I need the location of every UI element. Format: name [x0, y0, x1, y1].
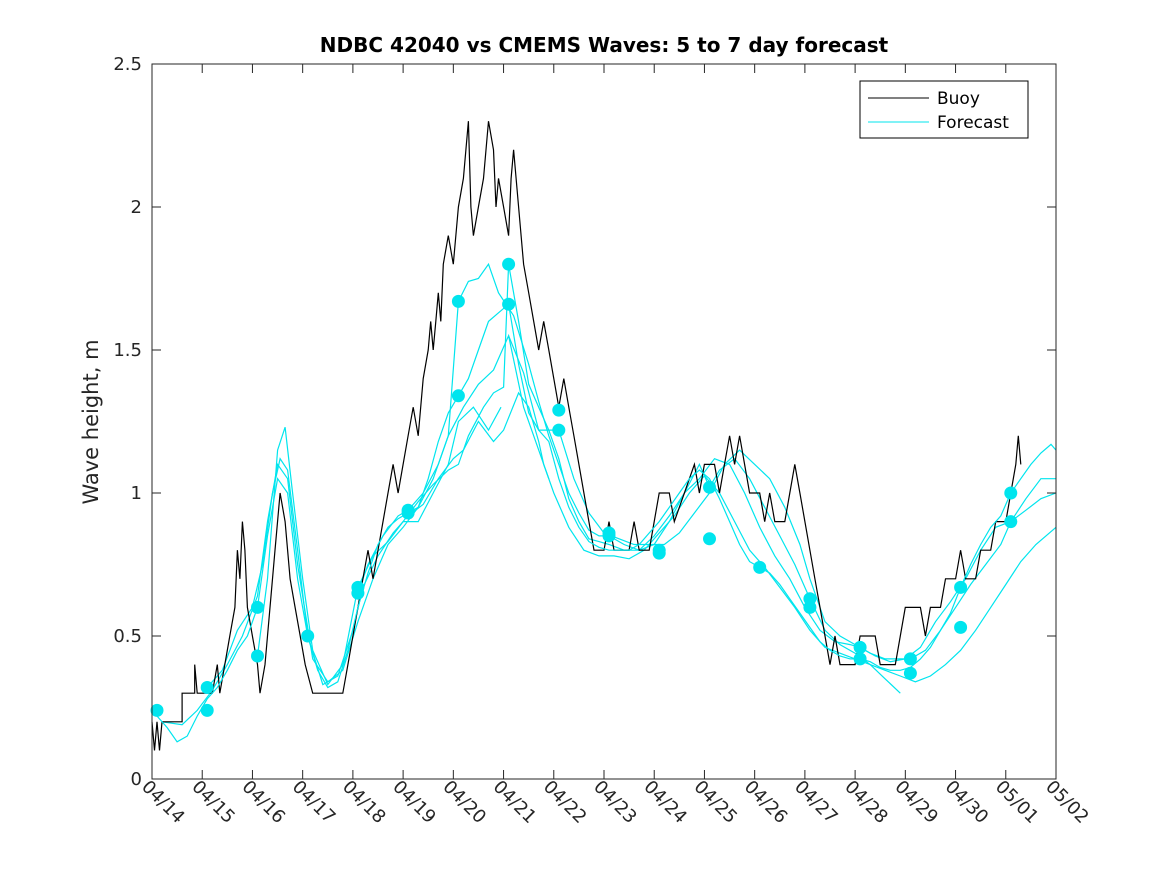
forecast-marker-29 [903, 666, 917, 680]
forecast-run-line-5 [407, 391, 550, 517]
forecast-marker-25 [803, 600, 817, 614]
forecast-marker-31 [954, 620, 968, 634]
forecast-marker-3 [200, 703, 214, 717]
y-tick-label: 1 [131, 483, 142, 504]
forecast-marker-11 [451, 294, 465, 308]
forecast-marker-15 [552, 403, 566, 417]
forecast-marker-23 [753, 560, 767, 574]
forecast-marker-18 [602, 529, 616, 543]
y-tick-label: 0 [131, 769, 142, 790]
y-tick-label: 2.5 [113, 54, 142, 75]
y-tick-label: 1.5 [113, 340, 142, 361]
forecast-marker-6 [301, 629, 315, 643]
forecast-marker-33 [1004, 515, 1018, 529]
forecast-marker-22 [703, 532, 716, 546]
buoy-series-line [151, 121, 1022, 751]
forecast-marker-2 [200, 681, 214, 694]
forecast-marker-20 [652, 546, 666, 560]
legend: Buoy Forecast [859, 80, 1029, 139]
forecast-marker-10 [401, 506, 415, 520]
forecast-marker-26 [853, 640, 867, 654]
legend-box [859, 80, 1029, 139]
y-tick-label: 0.5 [113, 626, 142, 647]
forecast-marker-4 [251, 600, 264, 614]
forecast-marker-12 [451, 389, 465, 403]
forecast-marker-14 [502, 297, 516, 311]
forecast-marker-8 [351, 586, 365, 600]
forecast-marker-27 [853, 652, 867, 666]
y-axis-label: Wave height, m [79, 339, 103, 504]
chart-title: NDBC 42040 vs CMEMS Waves: 5 to 7 day fo… [320, 33, 889, 57]
forecast-marker-21 [703, 480, 716, 494]
legend-label-buoy: Buoy [937, 89, 980, 109]
forecast-marker-28 [903, 652, 917, 666]
forecast-marker-32 [1004, 486, 1018, 500]
forecast-marker-13 [502, 257, 516, 271]
y-tick-label: 2 [131, 197, 142, 218]
forecast-marker-30 [954, 580, 968, 594]
forecast-marker-1 [150, 703, 164, 717]
forecast-marker-5 [251, 649, 264, 663]
forecast-run-line-1 [161, 333, 1057, 726]
forecast-run-line-4 [357, 262, 901, 694]
legend-label-forecast: Forecast [937, 113, 1009, 133]
forecast-marker-16 [552, 423, 566, 437]
